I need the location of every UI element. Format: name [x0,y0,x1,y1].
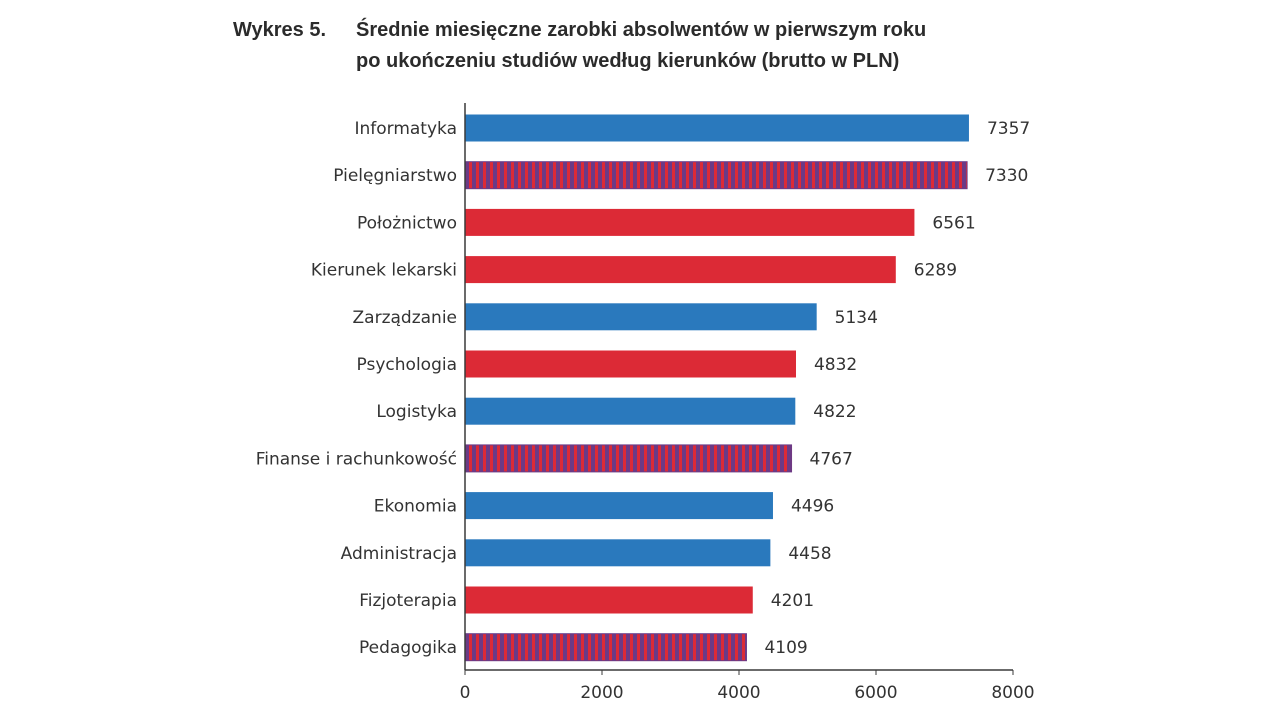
bar [465,208,915,236]
category-labels-group: Informatyka Pielęgniarstwo Położnictwo Kier… [256,119,457,658]
data-label: 7330 [985,166,1028,186]
chart-title-line-1: Średnie miesięczne zarobki absolwentów w… [356,19,927,41]
data-label: 4496 [791,497,834,517]
x-tick-label: 6000 [854,683,897,703]
category-label: Kierunek lekarski [311,261,457,281]
x-tick-label: 2000 [580,683,623,703]
axes-group: 0 2000 4000 6000 8000 [460,103,1035,703]
chart-title-line-2: po ukończeniu studiów według kierunków (… [356,50,900,72]
data-labels-group: 7357 7330 6561 6289 5134 4832 4822 4767 4496 4458… [764,119,1030,658]
bar [465,114,969,142]
data-label: 6289 [914,261,957,281]
category-label: Zarządzanie [353,308,457,328]
bar [464,161,968,190]
bars-group [464,114,969,662]
x-tick-label: 4000 [717,683,760,703]
category-label: Finanse i rachunkowość [256,449,457,469]
category-label: Położnictwo [357,213,457,233]
data-label: 4832 [814,355,857,375]
bar [465,350,796,378]
data-label: 4767 [810,449,853,469]
category-label: Pielęgniarstwo [333,166,457,186]
bar [465,586,753,614]
x-tick-label: 8000 [991,683,1034,703]
category-label: Ekonomia [374,497,457,517]
chart-title-prefix: Wykres 5. [233,19,327,41]
x-tick-label: 0 [460,683,471,703]
category-label: Logistyka [376,402,457,422]
category-label: Psychologia [357,355,457,375]
bar [464,444,793,473]
bar [465,397,796,425]
data-label: 4109 [764,638,807,658]
bar [465,303,817,331]
bar [464,633,747,662]
category-label: Administracja [341,544,457,564]
category-label: Fizjoterapia [359,591,457,611]
category-label: Pedagogika [359,638,457,658]
category-label: Informatyka [354,119,457,139]
bar [465,539,771,567]
bar [465,492,773,520]
data-label: 4458 [788,544,831,564]
data-label: 4201 [771,591,814,611]
data-label: 5134 [835,308,878,328]
data-label: 4822 [813,402,856,422]
data-label: 7357 [987,119,1030,139]
data-label: 6561 [932,213,975,233]
bar [465,256,896,284]
